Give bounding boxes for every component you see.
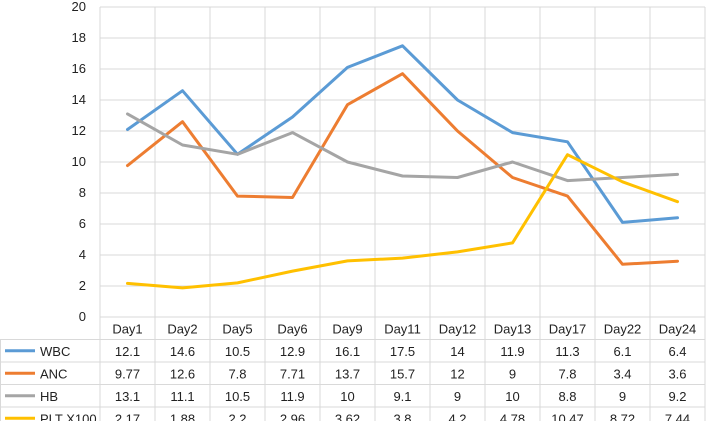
series-line-anc [126, 72, 679, 266]
data-table-cell: 8.72 [610, 411, 635, 421]
data-table-cell: 9.77 [115, 366, 140, 381]
x-tick-label: Day13 [494, 321, 532, 336]
data-table-cell: 10 [340, 389, 354, 404]
data-table-cell: 14.6 [170, 344, 195, 359]
data-table-cell: 3.6 [668, 366, 686, 381]
x-tick-label: Day2 [167, 321, 197, 336]
legend-label: PLT X100 [40, 411, 97, 421]
data-table-cell: 15.7 [390, 366, 415, 381]
y-tick-label: 16 [72, 61, 86, 76]
data-table-cell: 3.8 [393, 411, 411, 421]
legend-label: ANC [40, 366, 67, 381]
data-table-cell: 12 [450, 366, 464, 381]
data-table-cell: 7.8 [228, 366, 246, 381]
y-tick-label: 8 [79, 185, 86, 200]
data-table-cell: 10.5 [225, 344, 250, 359]
data-table-cell: 9 [454, 389, 461, 404]
data-table-cell: 3.4 [613, 366, 631, 381]
series-line-wbc [126, 44, 679, 224]
data-table-cell: 12.9 [280, 344, 305, 359]
data-table-cell: 16.1 [335, 344, 360, 359]
x-tick-label: Day6 [277, 321, 307, 336]
x-tick-label: Day22 [604, 321, 642, 336]
x-tick-label: Day5 [222, 321, 252, 336]
y-tick-label: 6 [79, 216, 86, 231]
data-table-cell: 10 [505, 389, 519, 404]
data-table-cell: 2.96 [280, 411, 305, 421]
series-lines [126, 44, 679, 290]
y-tick-label: 2 [79, 278, 86, 293]
data-table-cell: 2.17 [115, 411, 140, 421]
data-table-cell: 11.3 [555, 344, 579, 359]
data-table-cell: 4.2 [448, 411, 466, 421]
data-table-cell: 9 [619, 389, 626, 404]
data-table-cell: 7.44 [665, 411, 690, 421]
data-table-cell: 14 [450, 344, 464, 359]
data-table-cell: 13.7 [335, 366, 360, 381]
legend-label: HB [40, 389, 58, 404]
gridlines [99, 6, 706, 421]
y-tick-label: 4 [79, 247, 86, 262]
data-table-cell: 6.1 [613, 344, 631, 359]
x-tick-label: Day9 [332, 321, 362, 336]
x-tick-label: Day11 [384, 321, 421, 336]
legend-label: WBC [40, 344, 70, 359]
y-axis-ticks: 0 2 4 6 8 10 12 14 16 18 20 [72, 0, 86, 324]
x-tick-label: Day17 [549, 321, 587, 336]
data-table-cell: 11.1 [170, 389, 194, 404]
data-table-cell: 1.88 [170, 411, 195, 421]
data-table-cell: 12.1 [115, 344, 140, 359]
data-table-cell: 9 [509, 366, 516, 381]
y-tick-label: 0 [79, 309, 86, 324]
data-table-cell: 3.62 [335, 411, 360, 421]
data-table-cell: 6.4 [668, 344, 686, 359]
y-tick-label: 20 [72, 0, 86, 14]
y-tick-label: 14 [72, 92, 86, 107]
x-tick-label: Day1 [112, 321, 142, 336]
series-line-hb [126, 112, 679, 183]
data-table-cell: 13.1 [115, 389, 140, 404]
x-tick-label: Day12 [439, 321, 477, 336]
y-tick-label: 12 [72, 123, 86, 138]
data-table-cell: 11.9 [500, 344, 524, 359]
data-table-cell: 9.2 [668, 389, 686, 404]
data-table-cell: 8.8 [558, 389, 576, 404]
data-table-cell: 7.8 [558, 366, 576, 381]
data-table-cell: 10.5 [225, 389, 250, 404]
data-table-cell: 17.5 [390, 344, 415, 359]
data-table-cell: 9.1 [393, 389, 411, 404]
x-tick-label: Day24 [659, 321, 697, 336]
series-line-plt-x100 [126, 153, 679, 290]
data-table-cell: 7.71 [280, 366, 305, 381]
data-table-cell: 2.2 [228, 411, 246, 421]
data-table-cell: 4.78 [500, 411, 525, 421]
data-table-cell: 10.47 [551, 411, 584, 421]
y-tick-label: 10 [72, 154, 86, 169]
y-tick-label: 18 [72, 30, 86, 45]
data-table-cell: 11.9 [280, 389, 304, 404]
data-table: Day1 Day2 Day5 Day6 Day9 Day11 Day12 Day13 Day17… [0, 321, 705, 421]
data-table-cell: 12.6 [170, 366, 195, 381]
